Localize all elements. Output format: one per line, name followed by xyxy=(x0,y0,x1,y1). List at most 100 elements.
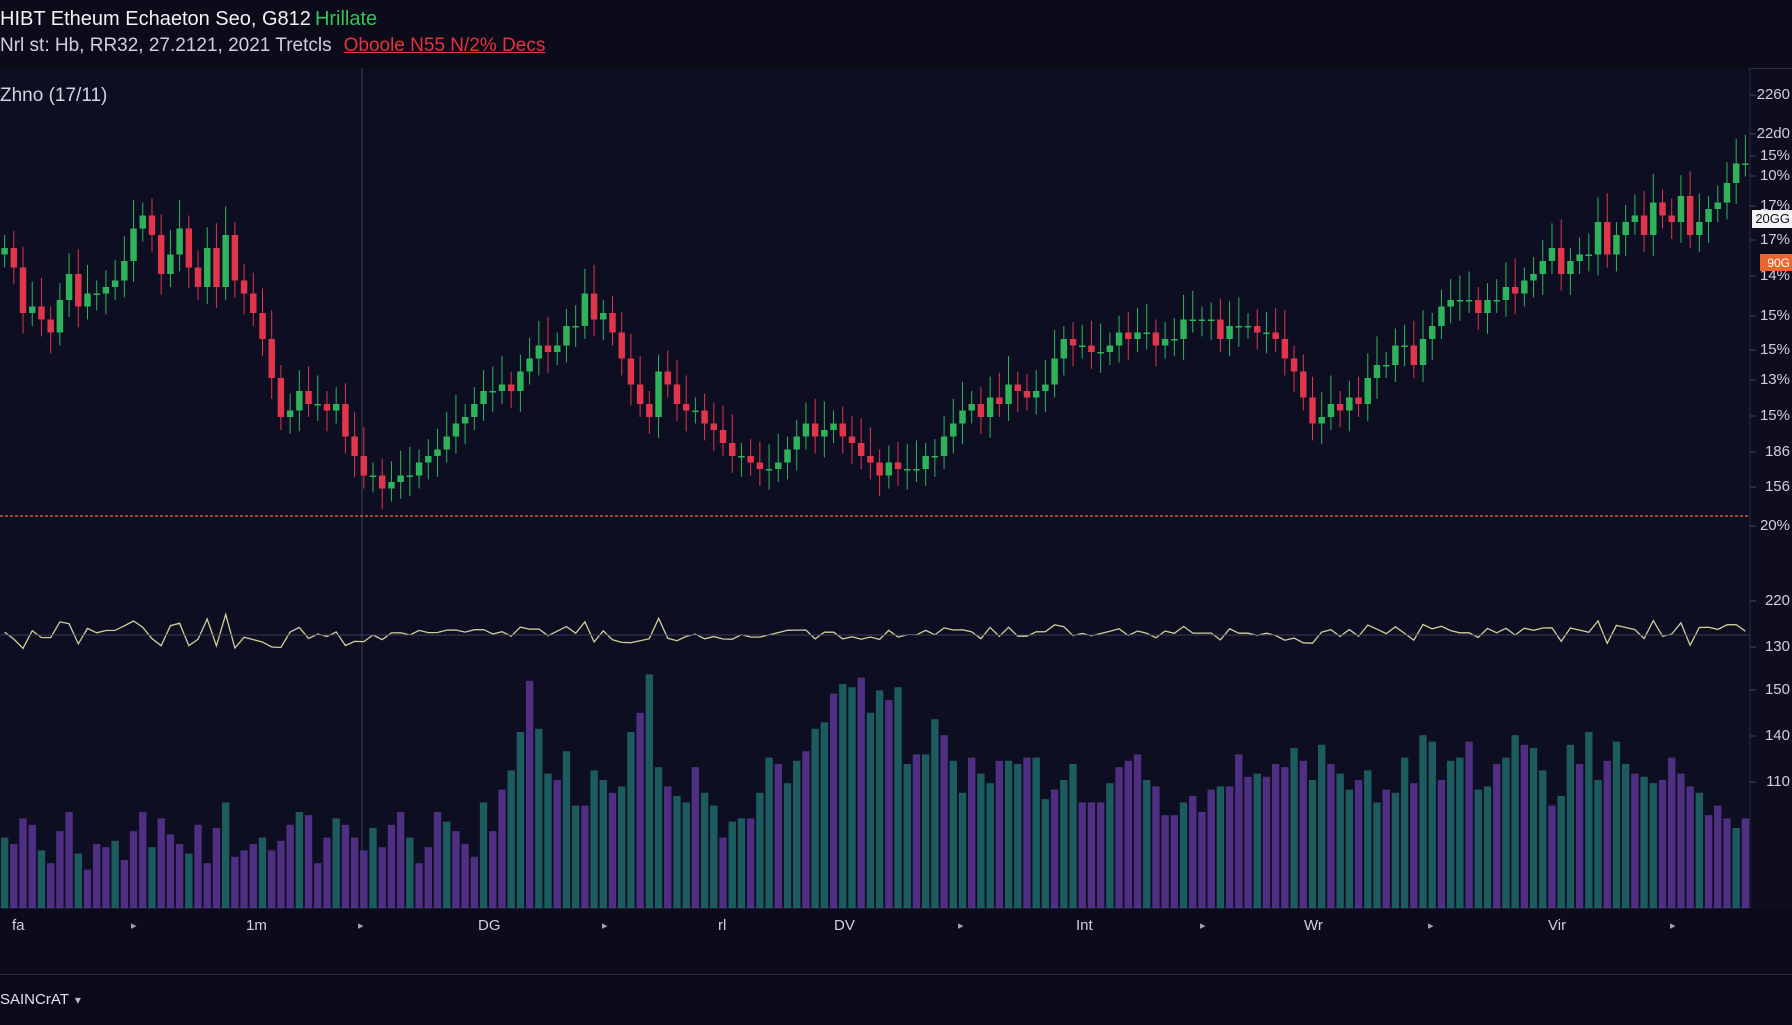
candle-body[interactable] xyxy=(913,469,920,471)
candle-body[interactable] xyxy=(1180,319,1187,340)
candle-body[interactable] xyxy=(986,397,994,418)
candle-body[interactable] xyxy=(461,417,469,424)
candle-body[interactable] xyxy=(1429,326,1436,339)
candle-body[interactable] xyxy=(1281,339,1289,359)
candle-body[interactable] xyxy=(148,215,156,236)
candle-body[interactable] xyxy=(480,391,487,404)
chevron-down-icon[interactable]: ▾ xyxy=(74,992,81,1007)
candle-body[interactable] xyxy=(1097,352,1104,354)
candle-body[interactable] xyxy=(1032,391,1040,398)
candle-body[interactable] xyxy=(1410,345,1418,366)
candle-body[interactable] xyxy=(1143,332,1150,335)
candle-body[interactable] xyxy=(1668,215,1675,223)
candle-body[interactable] xyxy=(996,397,1003,405)
candle-body[interactable] xyxy=(397,475,404,483)
candle-body[interactable] xyxy=(434,449,441,457)
candle-body[interactable] xyxy=(471,404,478,417)
candle-body[interactable] xyxy=(1686,196,1694,235)
candle-body[interactable] xyxy=(1051,358,1058,385)
candle-body[interactable] xyxy=(1373,365,1381,378)
candle-body[interactable] xyxy=(636,384,644,405)
candle-body[interactable] xyxy=(1198,319,1206,322)
candle-body[interactable] xyxy=(1419,339,1427,365)
candle-body[interactable] xyxy=(507,384,515,392)
candle-body[interactable] xyxy=(1401,345,1408,348)
candle-body[interactable] xyxy=(489,391,496,393)
candle-body[interactable] xyxy=(802,423,810,437)
candle-body[interactable] xyxy=(1,248,8,255)
candle-body[interactable] xyxy=(563,326,570,346)
candle-body[interactable] xyxy=(1115,332,1123,346)
candle-body[interactable] xyxy=(406,475,414,478)
candle-body[interactable] xyxy=(756,462,764,470)
candle-body[interactable] xyxy=(1364,378,1371,404)
candle-body[interactable] xyxy=(618,332,625,359)
candle-body[interactable] xyxy=(1023,391,1031,398)
candle-body[interactable] xyxy=(1060,339,1068,359)
candle-body[interactable] xyxy=(1346,397,1353,411)
candle-body[interactable] xyxy=(1613,235,1620,255)
candle-body[interactable] xyxy=(1640,215,1648,236)
candle-body[interactable] xyxy=(655,371,662,418)
candle-body[interactable] xyxy=(1539,261,1546,274)
candle-body[interactable] xyxy=(839,423,846,437)
candle-body[interactable] xyxy=(682,404,690,411)
candle-body[interactable] xyxy=(1659,202,1666,216)
candle-body[interactable] xyxy=(1134,332,1141,340)
candle-body[interactable] xyxy=(1355,397,1362,405)
candle-body[interactable] xyxy=(1475,300,1482,313)
candle-body[interactable] xyxy=(1263,332,1270,335)
candle-body[interactable] xyxy=(1548,248,1556,261)
candle-body[interactable] xyxy=(1254,326,1261,333)
candle-body[interactable] xyxy=(194,267,202,288)
candle-body[interactable] xyxy=(1014,384,1021,392)
candle-body[interactable] xyxy=(1069,339,1077,346)
candle-body[interactable] xyxy=(19,267,27,314)
candle-body[interactable] xyxy=(1088,345,1095,353)
candle-body[interactable] xyxy=(526,358,533,372)
candle-body[interactable] xyxy=(296,391,303,411)
candle-body[interactable] xyxy=(1336,404,1344,411)
candle-body[interactable] xyxy=(1576,254,1583,262)
candle-body[interactable] xyxy=(609,313,616,333)
candle-body[interactable] xyxy=(811,423,819,437)
candle-body[interactable] xyxy=(204,248,211,287)
candle-body[interactable] xyxy=(1714,202,1721,210)
candle-body[interactable] xyxy=(1161,339,1169,346)
candle-body[interactable] xyxy=(342,404,349,437)
candle-body[interactable] xyxy=(554,345,561,353)
candle-body[interactable] xyxy=(1382,365,1390,367)
candle-body[interactable] xyxy=(1235,326,1243,328)
candle-body[interactable] xyxy=(784,449,791,463)
candle-body[interactable] xyxy=(590,293,598,320)
candle-body[interactable] xyxy=(729,443,736,456)
candle-body[interactable] xyxy=(10,248,18,268)
candle-body[interactable] xyxy=(1438,306,1445,327)
price-chart[interactable]: 2260 22d0 15% 10% 17% 17% 14% 15% 15% 13% 15% 186 15… xyxy=(0,68,1792,974)
candle-body[interactable] xyxy=(904,469,911,471)
symbol-selector[interactable]: SAINCrAT ▾ xyxy=(0,991,81,1008)
candle-body[interactable] xyxy=(379,475,386,489)
candle-body[interactable] xyxy=(1290,358,1298,372)
candle-body[interactable] xyxy=(121,261,128,281)
candle-body[interactable] xyxy=(646,404,653,417)
alert-link[interactable]: Oboole N55 N/2% Decs xyxy=(343,35,546,56)
candle-body[interactable] xyxy=(498,384,506,392)
candle-body[interactable] xyxy=(1392,345,1399,366)
candle-body[interactable] xyxy=(692,410,699,413)
candle-body[interactable] xyxy=(1723,183,1731,203)
candle-body[interactable] xyxy=(84,293,91,307)
candle-body[interactable] xyxy=(830,423,837,431)
candle-body[interactable] xyxy=(56,300,64,333)
candle-body[interactable] xyxy=(1650,202,1657,236)
candle-body[interactable] xyxy=(544,345,552,353)
candle-body[interactable] xyxy=(259,313,266,339)
candle-body[interactable] xyxy=(894,462,902,470)
candle-body[interactable] xyxy=(1585,254,1593,257)
candle-body[interactable] xyxy=(351,436,358,457)
candle-body[interactable] xyxy=(765,469,773,471)
candle-body[interactable] xyxy=(1594,222,1602,255)
candle-body[interactable] xyxy=(1622,222,1629,235)
candle-body[interactable] xyxy=(719,430,727,443)
candle-body[interactable] xyxy=(332,404,340,411)
